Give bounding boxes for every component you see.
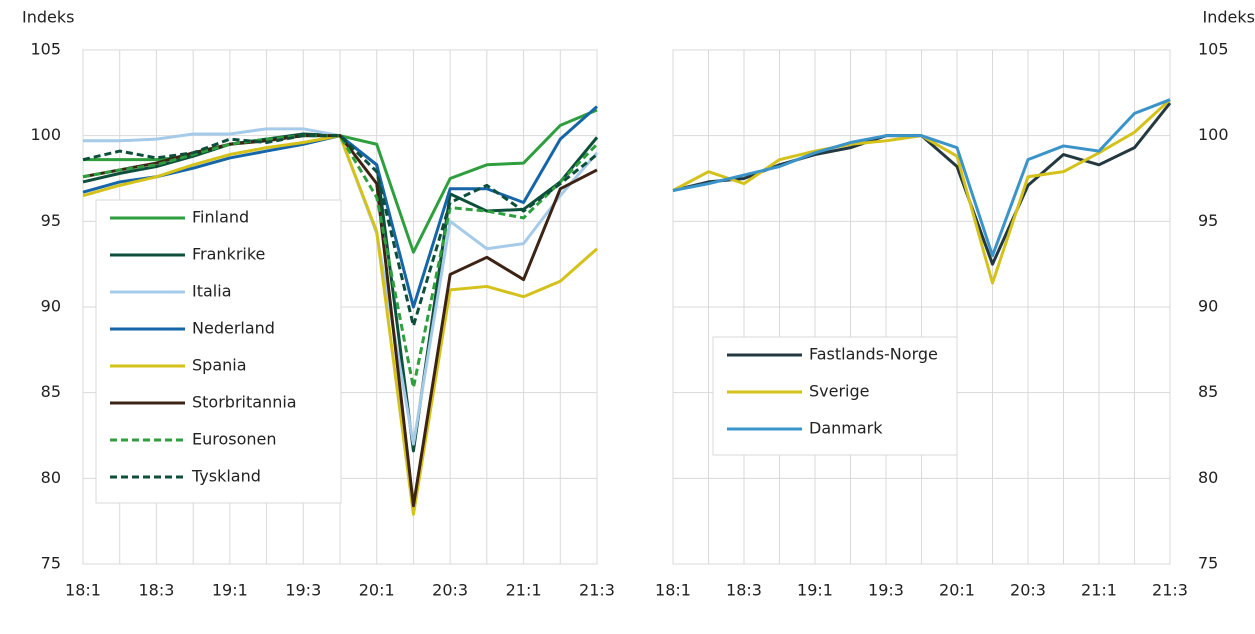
y-tick-label: 105 (1198, 40, 1229, 59)
x-tick-label: 19:3 (868, 581, 904, 600)
x-tick-label: 21:1 (1081, 581, 1117, 600)
y-tick-label: 95 (41, 211, 61, 230)
y-tick-label: 90 (41, 297, 61, 316)
legend-box (95, 199, 342, 504)
y-axis-label: Indeks (22, 8, 74, 27)
y-tick-label: 85 (41, 382, 61, 401)
series-line (672, 98, 1171, 258)
x-tick-label: 18:3 (726, 581, 762, 600)
legend-box (712, 336, 958, 456)
legend-label: Frankrike (192, 245, 265, 264)
legend-label: Italia (192, 282, 232, 301)
series-line (82, 134, 599, 390)
y-tick-label: 75 (1198, 554, 1218, 573)
x-tick-label: 18:1 (655, 581, 691, 600)
legend-label: Danmark (809, 419, 883, 438)
x-tick-label: 19:3 (285, 581, 321, 600)
legend-label: Storbritannia (192, 393, 297, 412)
y-tick-label: 85 (1198, 382, 1218, 401)
legend-label: Tyskland (191, 467, 261, 486)
x-tick-label: 18:3 (138, 581, 174, 600)
x-tick-label: 20:1 (359, 581, 395, 600)
x-tick-label: 20:1 (939, 581, 975, 600)
legend-label: Finland (192, 208, 249, 227)
series-line (82, 134, 598, 508)
legend-label: Nederland (192, 319, 275, 338)
y-axis-label: Indeks (1203, 8, 1255, 27)
x-tick-label: 21:3 (579, 581, 615, 600)
y-tick-label: 80 (1198, 468, 1218, 487)
y-tick-label: 95 (1198, 211, 1218, 230)
plot-border (82, 49, 598, 565)
y-tick-label: 90 (1198, 297, 1218, 316)
legend-label: Sverige (809, 382, 870, 401)
legend-label: Spania (192, 356, 247, 375)
y-tick-label: 80 (41, 468, 61, 487)
y-tick-label: 100 (1198, 125, 1229, 144)
series-line (82, 134, 598, 328)
plot-border (672, 49, 1171, 565)
y-tick-label: 100 (30, 125, 61, 144)
legend-label: Fastlands-Norge (809, 345, 938, 364)
x-tick-label: 21:3 (1152, 581, 1188, 600)
x-tick-label: 20:3 (432, 581, 468, 600)
x-tick-label: 21:1 (506, 581, 542, 600)
x-tick-label: 20:3 (1010, 581, 1046, 600)
legend-label: Eurosonen (192, 430, 277, 449)
x-tick-label: 18:1 (65, 581, 101, 600)
x-tick-label: 19:1 (797, 581, 833, 600)
x-tick-label: 19:1 (212, 581, 248, 600)
y-tick-label: 75 (41, 554, 61, 573)
y-tick-label: 105 (30, 40, 61, 59)
